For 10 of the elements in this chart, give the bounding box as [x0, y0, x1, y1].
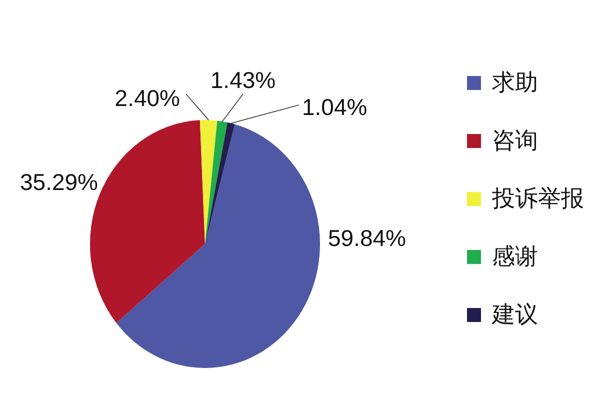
legend-label: 感谢 — [492, 244, 538, 270]
data-label: 1.04% — [302, 94, 368, 120]
data-label: 59.84% — [328, 225, 406, 251]
data-label: 2.40% — [114, 85, 180, 111]
legend-label: 求助 — [492, 70, 538, 96]
legend-label: 建议 — [491, 302, 538, 328]
legend-label: 投诉举报 — [491, 186, 584, 212]
legend-label: 咨询 — [492, 128, 538, 154]
data-label: 35.29% — [20, 169, 98, 195]
data-label: 1.43% — [210, 67, 276, 93]
